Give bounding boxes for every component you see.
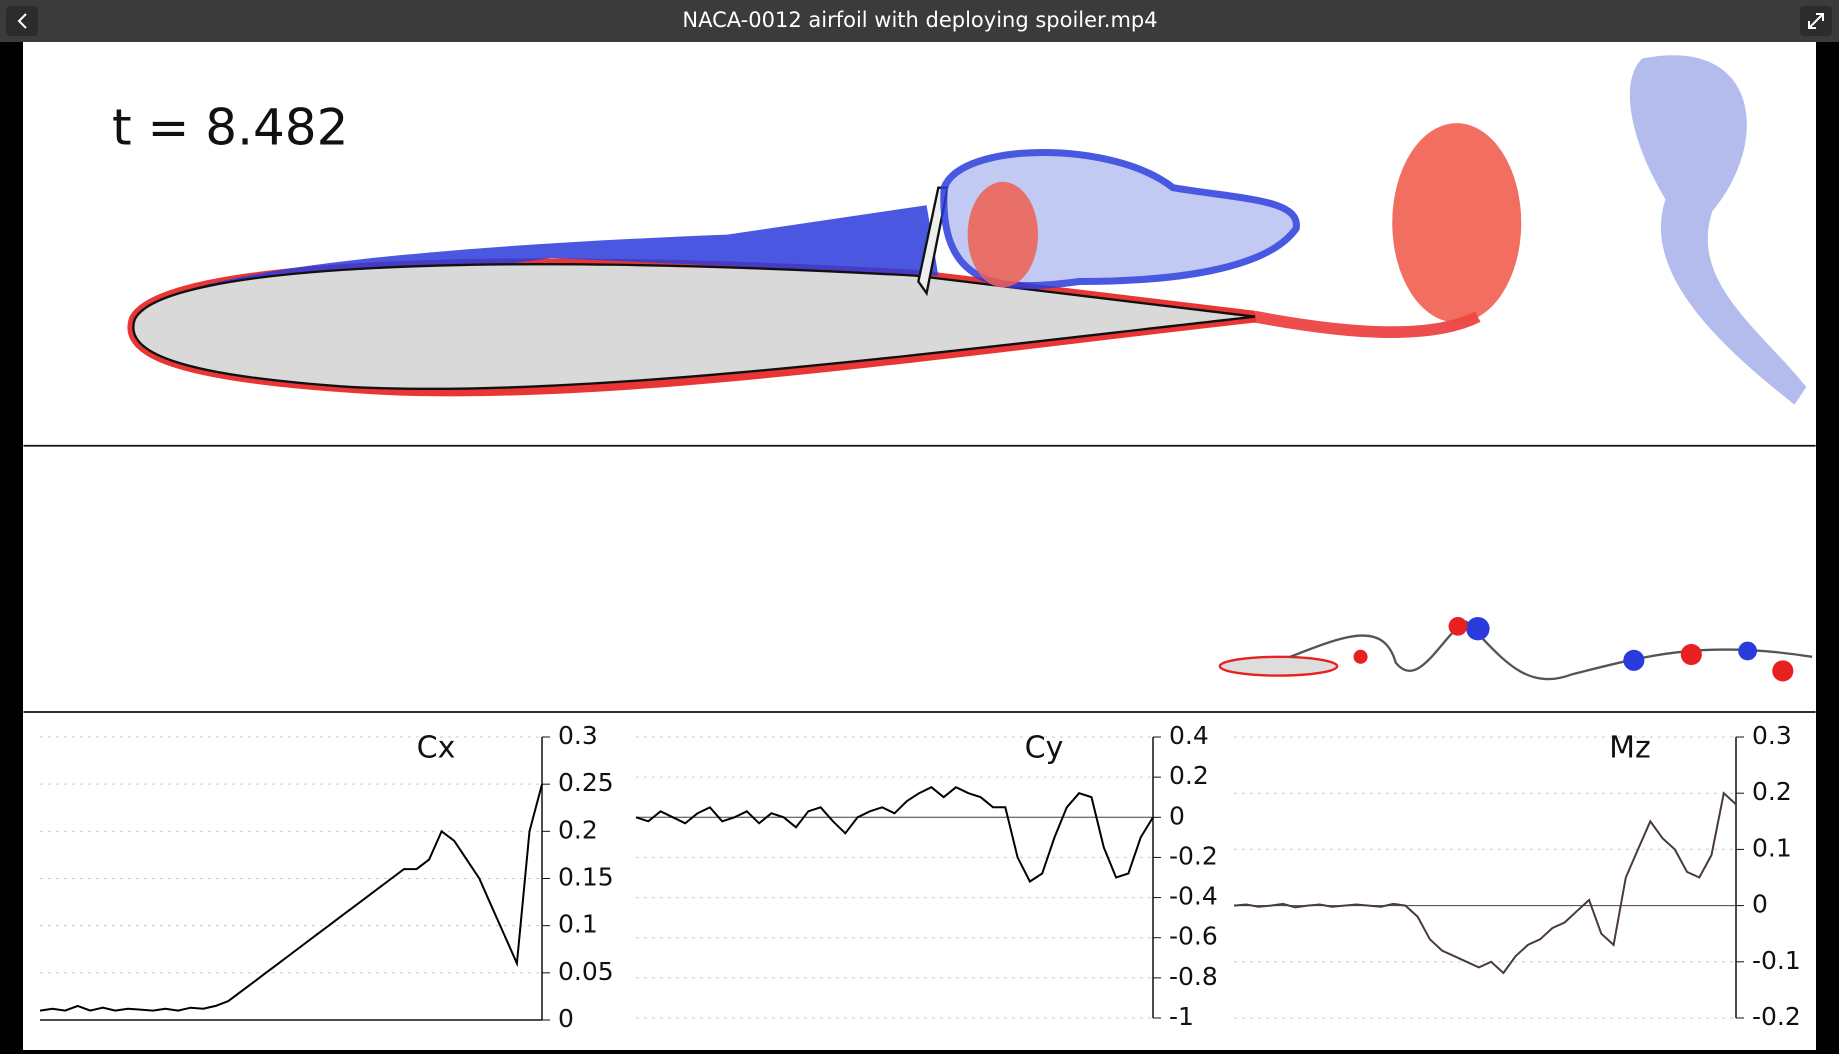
- shed-vortex-blue: [1629, 55, 1807, 405]
- y-tick-label: 0.2: [558, 815, 598, 844]
- shed-vortex-red: [1392, 123, 1522, 323]
- window-title: NACA-0012 airfoil with deploying spoiler…: [682, 8, 1157, 32]
- chart-title: Mz: [1609, 731, 1651, 766]
- overview-vortex: [1623, 649, 1645, 671]
- data-line: [1233, 791, 1737, 975]
- overview-vortex: [1738, 641, 1758, 661]
- fullscreen-icon: [1808, 13, 1824, 29]
- video-frame: [23, 42, 1816, 1050]
- y-tick-label: -0.1: [1752, 946, 1801, 975]
- y-tick-label: -0.8: [1169, 962, 1218, 991]
- overview-airfoil: [1218, 655, 1339, 677]
- y-tick-label: 0.2: [1169, 761, 1209, 790]
- y-tick-label: 0.3: [558, 721, 598, 750]
- wake: [1253, 310, 1481, 338]
- y-tick-label: -1: [1169, 1002, 1194, 1031]
- y-tick-label: 0.1: [558, 910, 598, 939]
- flow-visualization: [23, 55, 1816, 713]
- airfoil: [132, 263, 1256, 391]
- overview-vortex: [1448, 616, 1468, 636]
- overview-vortex: [1353, 649, 1368, 664]
- y-tick-label: -0.6: [1169, 922, 1218, 951]
- y-tick-label: 0.2: [1752, 777, 1792, 806]
- data-line: [39, 783, 543, 1012]
- y-tick-label: 0.1: [1752, 833, 1792, 862]
- chart-title: Cx: [417, 731, 456, 766]
- y-tick-label: 0: [558, 1004, 574, 1033]
- overview-vortex: [1680, 643, 1702, 666]
- y-tick-label: 0.3: [1752, 721, 1792, 750]
- title-bar: [0, 0, 1839, 42]
- y-tick-label: 0: [1752, 890, 1768, 919]
- y-tick-label: 0.25: [558, 768, 614, 797]
- chart-title: Cy: [1025, 731, 1064, 766]
- data-line: [635, 786, 1154, 883]
- y-tick-label: -0.2: [1169, 841, 1218, 870]
- back-icon: [17, 13, 27, 29]
- time-label: t = 8.482: [112, 99, 348, 157]
- overview-vortex: [1466, 616, 1490, 641]
- y-tick-label: 0.15: [558, 863, 614, 892]
- y-tick-label: -0.2: [1752, 1002, 1801, 1031]
- back-button[interactable]: [6, 6, 38, 36]
- overview-vortex: [1772, 660, 1794, 682]
- y-tick-label: 0: [1169, 801, 1185, 830]
- y-tick-label: 0.05: [558, 957, 614, 986]
- y-tick-label: -0.4: [1169, 882, 1218, 911]
- spoiler-vortex: [967, 181, 1039, 288]
- y-tick-label: 0.4: [1169, 721, 1209, 750]
